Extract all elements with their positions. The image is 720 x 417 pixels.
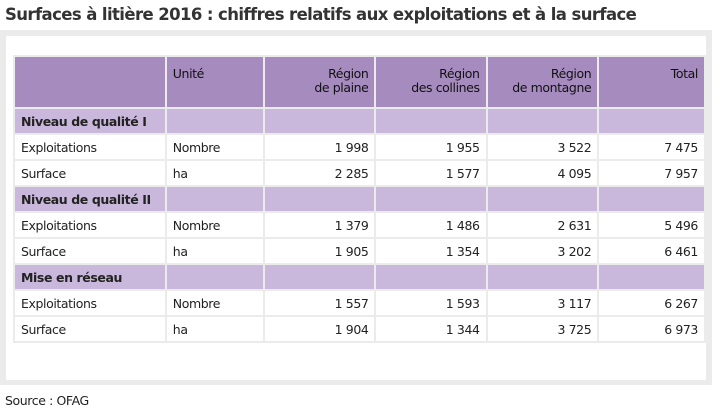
header-total: Total — [597, 55, 706, 109]
table-title: Surfaces à litière 2016 : chiffres relat… — [5, 5, 637, 24]
section-label: Niveau de qualité II — [13, 185, 167, 213]
empty-cell — [374, 263, 488, 291]
hills-cell: 1 955 — [374, 133, 488, 161]
empty-cell — [164, 107, 266, 135]
table-frame: Unité Région de plaine Région des collines… — [0, 30, 712, 385]
table-row: Surface ha 1 905 1 354 3 202 6 461 — [13, 237, 706, 265]
hills-cell: 1 577 — [374, 159, 488, 187]
unit-cell: Nombre — [164, 289, 266, 317]
header-mountain-l1: Région — [550, 66, 592, 81]
header-mountain: Région de montagne — [485, 55, 600, 109]
empty-cell — [164, 263, 266, 291]
hills-cell: 1 593 — [374, 289, 488, 317]
header-hills-l2: des collines — [411, 80, 480, 95]
plain-cell: 1 557 — [263, 289, 377, 317]
section-label: Niveau de qualité I — [13, 107, 167, 135]
source-note: Source : OFAG — [5, 393, 89, 408]
plain-cell: 2 285 — [263, 159, 377, 187]
mountain-cell: 3 725 — [485, 315, 600, 343]
table-row: Surface ha 1 904 1 344 3 725 6 973 — [13, 315, 706, 343]
header-plain-l2: de plaine — [314, 80, 369, 95]
unit-cell: Nombre — [164, 133, 266, 161]
row-label: Surface — [13, 159, 167, 187]
hills-cell: 1 344 — [374, 315, 488, 343]
empty-cell — [597, 263, 706, 291]
hills-cell: 1 486 — [374, 211, 488, 239]
total-cell: 6 973 — [597, 315, 706, 343]
mountain-cell: 4 095 — [485, 159, 600, 187]
total-cell: 7 475 — [597, 133, 706, 161]
table-row: Exploitations Nombre 1 998 1 955 3 522 7 475 — [13, 133, 706, 161]
table-row: Surface ha 2 285 1 577 4 095 7 957 — [13, 159, 706, 187]
header-hills-l1: Région — [439, 66, 480, 81]
header-mountain-l2: de montagne — [512, 80, 592, 95]
header-plain: Région de plaine — [263, 55, 377, 109]
data-table: Unité Région de plaine Région des collines… — [13, 55, 706, 343]
plain-cell: 1 998 — [263, 133, 377, 161]
header-hills: Région des collines — [374, 55, 488, 109]
row-label: Exploitations — [13, 133, 167, 161]
table-row: Exploitations Nombre 1 379 1 486 2 631 5 496 — [13, 211, 706, 239]
empty-cell — [597, 185, 706, 213]
mountain-cell: 3 202 — [485, 237, 600, 265]
mountain-cell: 2 631 — [485, 211, 600, 239]
total-cell: 6 461 — [597, 237, 706, 265]
row-label: Exploitations — [13, 211, 167, 239]
mountain-cell: 3 117 — [485, 289, 600, 317]
mountain-cell: 3 522 — [485, 133, 600, 161]
header-blank — [13, 55, 167, 109]
header-row: Unité Région de plaine Région des collines… — [13, 55, 706, 109]
section-row: Mise en réseau — [13, 263, 706, 291]
empty-cell — [263, 263, 377, 291]
table-row: Exploitations Nombre 1 557 1 593 3 117 6 267 — [13, 289, 706, 317]
empty-cell — [485, 263, 600, 291]
unit-cell: ha — [164, 159, 266, 187]
section-label: Mise en réseau — [13, 263, 167, 291]
total-cell: 5 496 — [597, 211, 706, 239]
row-label: Exploitations — [13, 289, 167, 317]
empty-cell — [164, 185, 266, 213]
unit-cell: ha — [164, 315, 266, 343]
unit-cell: ha — [164, 237, 266, 265]
header-plain-l1: Région — [328, 66, 369, 81]
plain-cell: 1 904 — [263, 315, 377, 343]
total-cell: 7 957 — [597, 159, 706, 187]
plain-cell: 1 905 — [263, 237, 377, 265]
empty-cell — [263, 185, 377, 213]
plain-cell: 1 379 — [263, 211, 377, 239]
hills-cell: 1 354 — [374, 237, 488, 265]
unit-cell: Nombre — [164, 211, 266, 239]
section-row: Niveau de qualité I — [13, 107, 706, 135]
table-panel: Unité Région de plaine Région des collines… — [6, 36, 706, 380]
empty-cell — [485, 107, 600, 135]
empty-cell — [597, 107, 706, 135]
empty-cell — [485, 185, 600, 213]
row-label: Surface — [13, 315, 167, 343]
section-row: Niveau de qualité II — [13, 185, 706, 213]
header-unit: Unité — [164, 55, 266, 109]
empty-cell — [374, 107, 488, 135]
empty-cell — [263, 107, 377, 135]
empty-cell — [374, 185, 488, 213]
total-cell: 6 267 — [597, 289, 706, 317]
row-label: Surface — [13, 237, 167, 265]
